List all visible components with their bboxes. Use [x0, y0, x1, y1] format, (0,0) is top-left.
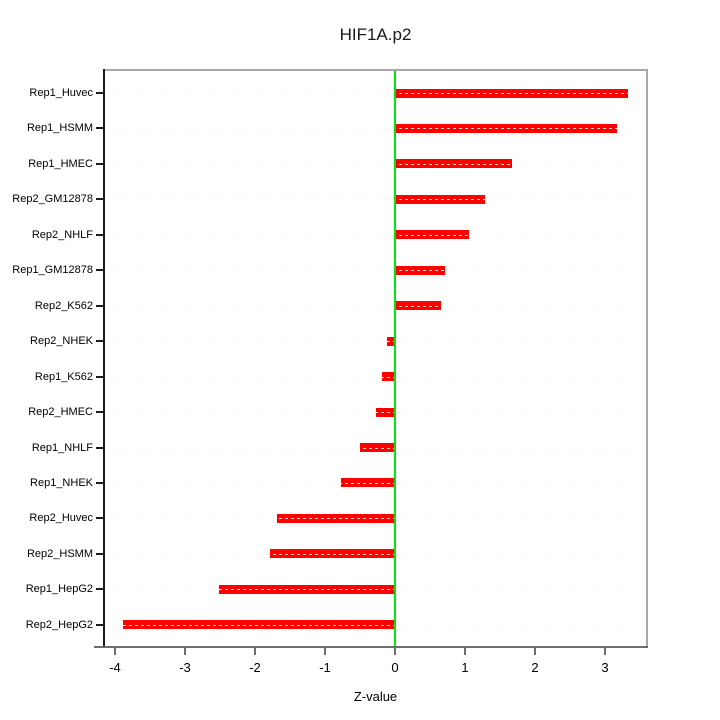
y-tick: [96, 92, 103, 94]
category-label: Rep2_HepG2: [25, 619, 93, 631]
plot-area: [105, 71, 646, 646]
x-tick-label: 3: [601, 660, 609, 675]
y-tick: [96, 305, 103, 307]
bar-Rep1_K562: [381, 372, 395, 381]
category-label: Rep2_GM12878: [12, 193, 93, 205]
gridline-overlay: [105, 341, 646, 342]
plot-frame-right: [646, 69, 648, 648]
gridline-overlay: [105, 199, 646, 200]
y-tick: [96, 376, 103, 378]
x-tick: [534, 648, 536, 655]
gridline-overlay: [105, 554, 646, 555]
bar-Rep2_HSMM: [269, 549, 395, 558]
y-axis-line: [103, 69, 105, 648]
gridline-overlay: [105, 412, 646, 413]
x-tick-label: -1: [319, 660, 331, 675]
x-tick-label: -4: [109, 660, 121, 675]
y-tick: [96, 447, 103, 449]
chart-title: HIF1A.p2: [339, 25, 412, 44]
category-label: Rep1_HSMM: [26, 122, 93, 134]
gridline-overlay: [105, 518, 646, 519]
x-tick: [324, 648, 326, 655]
y-tick: [96, 411, 103, 413]
bar-Rep1_NHLF: [360, 443, 395, 452]
gridline-overlay: [105, 128, 646, 129]
zero-reference-line: [394, 71, 396, 646]
gridline-overlay: [105, 306, 646, 307]
y-tick: [96, 517, 103, 519]
x-tick-label: -2: [249, 660, 261, 675]
y-tick: [96, 340, 103, 342]
gridline-overlay: [105, 93, 646, 94]
y-tick: [96, 553, 103, 555]
y-tick: [96, 588, 103, 590]
category-label: Rep2_HSMM: [26, 548, 93, 560]
category-label: Rep2_HMEC: [28, 406, 93, 418]
category-label: Rep2_K562: [34, 300, 93, 312]
x-tick: [254, 648, 256, 655]
category-label: Rep1_Huvec: [29, 87, 93, 99]
category-label: Rep2_NHEK: [30, 335, 93, 347]
x-tick: [184, 648, 186, 655]
y-tick: [96, 482, 103, 484]
gridline-overlay: [105, 589, 646, 590]
y-tick: [96, 269, 103, 271]
category-label: Rep1_GM12878: [12, 264, 93, 276]
plot-frame-top: [103, 69, 648, 71]
x-tick-label: 2: [531, 660, 539, 675]
category-label: Rep1_HMEC: [28, 158, 93, 170]
gridline-overlay: [105, 164, 646, 165]
bar-Rep2_HepG2: [122, 620, 395, 629]
x-tick-label: -3: [179, 660, 191, 675]
category-label: Rep1_HepG2: [25, 583, 93, 595]
bar-Rep2_NHLF: [395, 230, 470, 239]
category-label: Rep1_NHLF: [31, 442, 93, 454]
x-tick-label: 1: [461, 660, 469, 675]
x-axis-line: [94, 646, 648, 648]
category-label: Rep1_NHEK: [30, 477, 93, 489]
x-tick: [114, 648, 116, 655]
x-axis-title: Z-value: [353, 689, 398, 704]
y-tick: [96, 624, 103, 626]
gridline-overlay: [105, 377, 646, 378]
x-tick-label: 0: [391, 660, 399, 675]
category-label: Rep1_K562: [34, 371, 93, 383]
gridline-overlay: [105, 235, 646, 236]
y-tick: [96, 198, 103, 200]
x-tick: [604, 648, 606, 655]
gridline-overlay: [105, 270, 646, 271]
gridline-overlay: [105, 448, 646, 449]
category-label: Rep2_NHLF: [31, 229, 93, 241]
bar-Rep1_HMEC: [395, 159, 512, 168]
x-tick: [464, 648, 466, 655]
y-tick: [96, 127, 103, 129]
x-tick: [394, 648, 396, 655]
bar-Rep1_NHEK: [341, 478, 395, 487]
category-label: Rep2_Huvec: [29, 512, 93, 524]
gridline-overlay: [105, 483, 646, 484]
gridline-overlay: [105, 625, 646, 626]
y-tick: [96, 163, 103, 165]
y-tick: [96, 234, 103, 236]
bar-Rep2_K562: [395, 301, 442, 310]
